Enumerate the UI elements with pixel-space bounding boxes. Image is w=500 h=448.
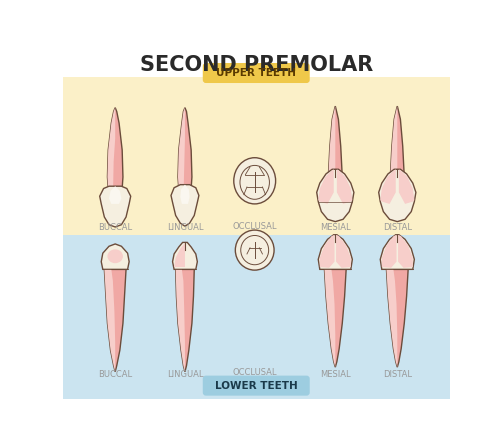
Polygon shape: [104, 269, 126, 372]
Polygon shape: [324, 269, 336, 367]
Polygon shape: [386, 269, 398, 367]
Polygon shape: [399, 169, 414, 204]
Polygon shape: [382, 235, 396, 268]
Text: SECOND PREMOLAR: SECOND PREMOLAR: [140, 55, 373, 74]
Text: BUCCAL: BUCCAL: [98, 223, 132, 232]
Text: LINGUAL: LINGUAL: [166, 370, 203, 379]
Polygon shape: [171, 185, 199, 226]
Polygon shape: [336, 235, 351, 268]
Polygon shape: [108, 108, 123, 200]
FancyBboxPatch shape: [203, 375, 310, 396]
Polygon shape: [324, 269, 346, 367]
Bar: [62, 77, 450, 237]
Text: OCCLUSAL: OCCLUSAL: [232, 368, 277, 377]
Bar: [62, 54, 450, 77]
Polygon shape: [178, 108, 192, 200]
Polygon shape: [390, 106, 404, 200]
Text: DISTAL: DISTAL: [383, 370, 412, 379]
Ellipse shape: [236, 230, 274, 270]
Polygon shape: [101, 244, 129, 269]
Polygon shape: [174, 244, 185, 267]
Polygon shape: [100, 186, 130, 227]
Polygon shape: [386, 269, 408, 367]
Polygon shape: [104, 269, 115, 372]
Polygon shape: [328, 106, 342, 200]
Text: DISTAL: DISTAL: [383, 223, 412, 232]
Text: LOWER TEETH: LOWER TEETH: [215, 381, 298, 391]
Text: UPPER TEETH: UPPER TEETH: [216, 68, 296, 78]
Ellipse shape: [108, 250, 123, 263]
Text: MESIAL: MESIAL: [320, 370, 350, 379]
Polygon shape: [176, 269, 185, 372]
Polygon shape: [316, 169, 354, 222]
Polygon shape: [180, 185, 190, 204]
Polygon shape: [378, 169, 416, 222]
Polygon shape: [176, 269, 194, 372]
Polygon shape: [380, 235, 414, 269]
Ellipse shape: [234, 158, 276, 204]
Polygon shape: [318, 169, 334, 204]
FancyBboxPatch shape: [203, 63, 310, 83]
Polygon shape: [337, 169, 352, 204]
Text: MESIAL: MESIAL: [320, 223, 350, 232]
Polygon shape: [390, 106, 398, 200]
Polygon shape: [318, 235, 352, 269]
Polygon shape: [108, 108, 115, 200]
Text: OCCLUSAL: OCCLUSAL: [232, 222, 277, 231]
Polygon shape: [398, 235, 413, 268]
Bar: [62, 236, 450, 399]
Text: LINGUAL: LINGUAL: [166, 223, 203, 232]
Polygon shape: [172, 242, 198, 269]
Polygon shape: [328, 106, 336, 200]
Polygon shape: [320, 235, 334, 268]
Polygon shape: [178, 108, 185, 200]
Polygon shape: [380, 169, 396, 204]
Text: BUCCAL: BUCCAL: [98, 370, 132, 379]
Polygon shape: [109, 186, 122, 204]
